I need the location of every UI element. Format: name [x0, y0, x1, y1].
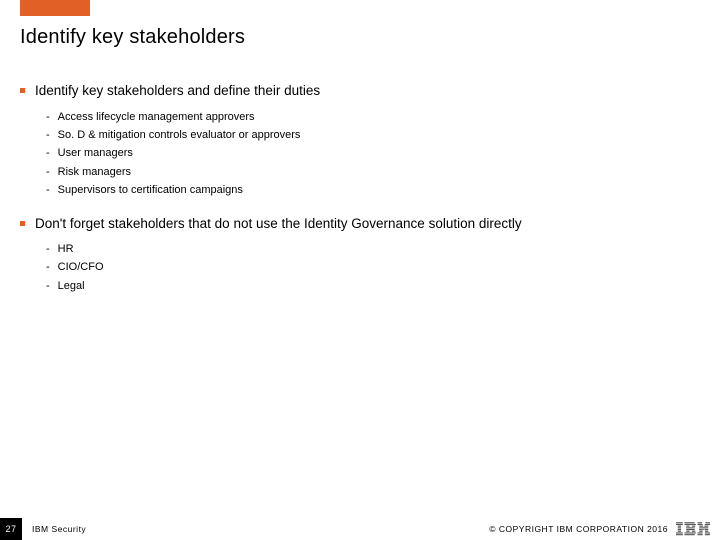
footer-copyright: © COPYRIGHT IBM CORPORATION 2016 [489, 524, 668, 534]
dash-icon: - [46, 183, 50, 198]
sub-item: - Risk managers [46, 165, 700, 180]
dash-icon: - [46, 279, 50, 294]
sub-item: - Legal [46, 279, 700, 294]
sub-text: Legal [58, 279, 85, 294]
ibm-logo-icon [676, 522, 710, 536]
page-number-text: 27 [5, 524, 16, 534]
footer: 27 IBM Security © COPYRIGHT IBM CORPORAT… [0, 518, 720, 540]
dash-icon: - [46, 110, 50, 125]
sub-item: - User managers [46, 146, 700, 161]
dash-icon: - [46, 260, 50, 275]
sub-list: - HR - CIO/CFO - Legal [46, 242, 700, 294]
sub-text: Risk managers [58, 165, 131, 180]
bullet-text: Don't forget stakeholders that do not us… [35, 215, 522, 233]
sub-item: - CIO/CFO [46, 260, 700, 275]
accent-bar [20, 0, 90, 16]
bullet-item: Don't forget stakeholders that do not us… [20, 215, 700, 233]
content-area: Identify key stakeholders and define the… [20, 82, 700, 310]
slide-title: Identify key stakeholders [20, 26, 245, 49]
sub-text: Access lifecycle management approvers [58, 110, 255, 125]
sub-text: HR [58, 242, 74, 257]
dash-icon: - [46, 128, 50, 143]
dash-icon: - [46, 146, 50, 161]
sub-item: - HR [46, 242, 700, 257]
sub-text: Supervisors to certification campaigns [58, 183, 243, 198]
sub-item: - So. D & mitigation controls evaluator … [46, 128, 700, 143]
bullet-marker-icon [20, 221, 25, 226]
sub-item: - Access lifecycle management approvers [46, 110, 700, 125]
bullet-text: Identify key stakeholders and define the… [35, 82, 320, 100]
sub-item: - Supervisors to certification campaigns [46, 183, 700, 198]
sub-text: So. D & mitigation controls evaluator or… [58, 128, 301, 143]
sub-text: CIO/CFO [58, 260, 104, 275]
page-number: 27 [0, 518, 22, 540]
bullet-item: Identify key stakeholders and define the… [20, 82, 700, 100]
dash-icon: - [46, 242, 50, 257]
sub-text: User managers [58, 146, 133, 161]
sub-list: - Access lifecycle management approvers … [46, 110, 700, 199]
slide: Identify key stakeholders Identify key s… [0, 0, 720, 540]
footer-left-text: IBM Security [32, 524, 86, 534]
dash-icon: - [46, 165, 50, 180]
bullet-marker-icon [20, 88, 25, 93]
